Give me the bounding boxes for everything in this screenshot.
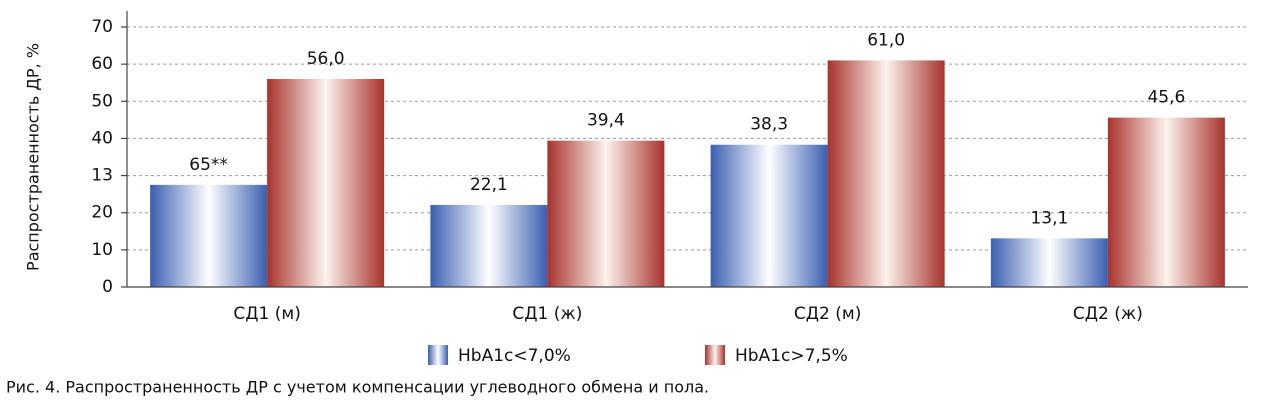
bar — [710, 144, 828, 287]
value-label: 22,1 — [470, 175, 508, 195]
legend-label: HbA1c<7,0% — [458, 346, 571, 366]
value-label: 65** — [189, 155, 228, 175]
x-tick-label: СД1 (м) — [233, 304, 300, 324]
y-axis-label: Распространенность ДР, % — [24, 43, 43, 271]
value-label: 61,0 — [867, 30, 905, 50]
bar — [990, 238, 1108, 287]
y-tick-label: 13 — [91, 166, 113, 186]
caption: Рис. 4. Распространенность ДР с учетом к… — [6, 378, 709, 397]
y-tick-label: 40 — [91, 128, 113, 148]
y-tick-label: 10 — [91, 240, 113, 260]
bar — [827, 60, 945, 287]
legend-label: HbA1c>7,5% — [735, 346, 848, 366]
bar — [1107, 117, 1225, 287]
x-tick-label: СД2 (м) — [794, 304, 861, 324]
value-label: 38,3 — [750, 115, 788, 135]
value-label: 45,6 — [1147, 88, 1185, 108]
legend-swatch — [705, 345, 725, 365]
bar — [547, 140, 665, 287]
x-tick-label: СД1 (ж) — [512, 304, 582, 324]
bar — [150, 184, 268, 287]
y-tick-label: 70 — [91, 17, 113, 37]
value-label: 13,1 — [1030, 208, 1068, 228]
y-tick-label: 0 — [102, 277, 113, 297]
value-label: 56,0 — [307, 49, 345, 69]
y-tick-label: 20 — [91, 203, 113, 223]
legend-swatch — [428, 345, 448, 365]
x-tick-label: СД2 (ж) — [1073, 304, 1143, 324]
y-tick-label: 60 — [91, 54, 113, 74]
bar — [430, 204, 548, 287]
y-tick-label: 50 — [91, 91, 113, 111]
bar — [267, 79, 385, 287]
value-label: 39,4 — [587, 111, 625, 131]
